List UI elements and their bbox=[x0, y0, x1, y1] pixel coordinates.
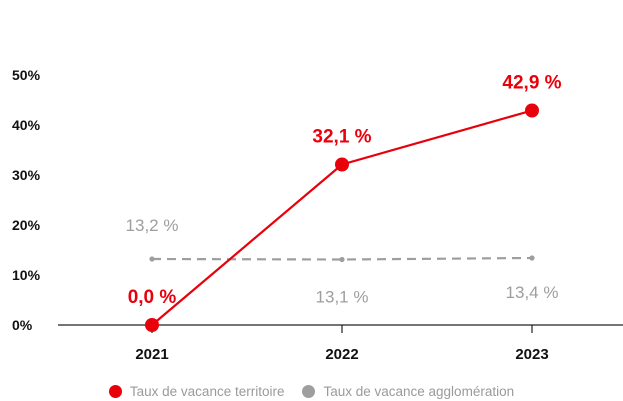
legend: Taux de vacance territoire Taux de vacan… bbox=[0, 381, 623, 401]
legend-label-territoire: Taux de vacance territoire bbox=[129, 383, 285, 399]
x-axis: 2021 2022 2023 bbox=[58, 324, 623, 363]
data-label-agglomeration: 13,1 % bbox=[316, 288, 369, 307]
legend-marker-territoire bbox=[108, 384, 122, 398]
series-points bbox=[145, 103, 539, 332]
y-tick-label: 30% bbox=[12, 167, 41, 183]
data-point-agglomeration bbox=[529, 255, 535, 261]
line-chart: 0% 10% 20% 30% 40% 50% 2021 2022 2023 0,0 % 32,1… bbox=[12, 67, 623, 363]
data-label-agglomeration: 13,4 % bbox=[506, 283, 559, 302]
legend-item-territoire[interactable]: Taux de vacance territoire bbox=[108, 383, 285, 399]
data-label-territoire: 0,0 % bbox=[128, 287, 177, 308]
data-labels: 0,0 % 32,1 % 42,9 % 13,2 % 13,1 % 13,4 % bbox=[126, 73, 562, 309]
y-tick-label: 20% bbox=[12, 217, 41, 233]
y-tick-label: 0% bbox=[12, 317, 33, 333]
legend-item-agglomeration[interactable]: Taux de vacance agglomération bbox=[302, 384, 514, 399]
legend-label-agglomeration: Taux de vacance agglomération bbox=[323, 383, 515, 399]
y-tick-label: 50% bbox=[12, 67, 41, 83]
data-point-agglomeration bbox=[339, 256, 345, 263]
series-line-agglomeration bbox=[151, 256, 533, 261]
x-tick-label: 2023 bbox=[515, 346, 548, 363]
y-tick-label: 40% bbox=[12, 117, 41, 133]
data-point-territoire bbox=[145, 318, 159, 332]
data-label-agglomeration: 13,2 % bbox=[126, 216, 179, 235]
data-point-territoire bbox=[335, 157, 349, 172]
data-point-agglomeration bbox=[149, 256, 155, 262]
x-tick-label: 2022 bbox=[325, 346, 358, 363]
legend-marker-agglomeration bbox=[302, 384, 316, 398]
x-tick-label: 2021 bbox=[135, 346, 168, 363]
y-tick-label: 10% bbox=[12, 267, 41, 283]
data-label-territoire: 32,1 % bbox=[312, 127, 371, 148]
data-point-territoire bbox=[525, 103, 539, 118]
y-axis: 0% 10% 20% 30% 40% 50% bbox=[12, 67, 41, 333]
data-label-territoire: 42,9 % bbox=[502, 73, 561, 94]
